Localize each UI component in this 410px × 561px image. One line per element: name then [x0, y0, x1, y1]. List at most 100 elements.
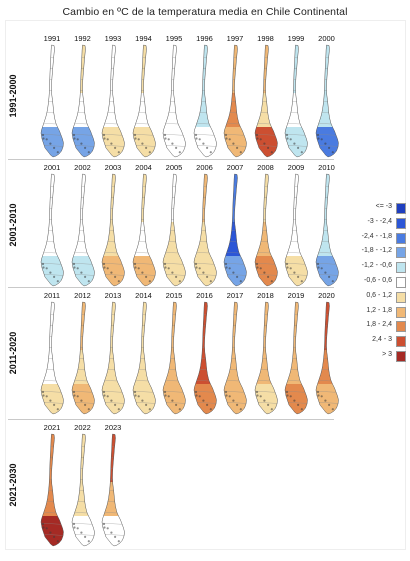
region-north: [315, 45, 338, 93]
region-north: [163, 174, 186, 222]
fjord-mark: [232, 399, 235, 402]
fjord-mark: [259, 138, 262, 141]
fjord-mark: [205, 146, 208, 149]
fjord-mark: [300, 408, 303, 411]
fjord-mark: [316, 137, 320, 140]
country-outline: [254, 173, 278, 287]
country-outline: [132, 301, 156, 415]
fjord-mark: [331, 151, 334, 154]
country-outline: [193, 173, 217, 287]
comuna-boundary: [102, 218, 125, 221]
fjord-mark: [137, 267, 140, 270]
fjord-mark: [205, 275, 208, 278]
fjord-mark: [163, 262, 167, 266]
fjord-mark: [133, 262, 136, 266]
comuna-boundary: [163, 89, 186, 92]
region-north: [193, 45, 216, 93]
fjord-mark: [323, 399, 326, 402]
comuna-boundary: [102, 89, 125, 92]
comuna-boundary: [132, 133, 155, 136]
fjord-mark: [79, 142, 82, 145]
country-outline: [101, 301, 125, 415]
fjord-mark: [42, 526, 45, 529]
region-north: [315, 302, 338, 350]
fjord-mark: [327, 146, 330, 149]
comuna-boundary: [102, 346, 125, 349]
year-label: 2010: [318, 163, 335, 172]
comuna-boundary: [254, 89, 277, 92]
fjord-mark: [286, 137, 289, 140]
fjord-mark: [167, 395, 170, 398]
fjord-mark: [262, 142, 265, 145]
fjord-mark: [117, 151, 120, 154]
fjord-mark: [255, 394, 259, 397]
fjord-mark: [171, 271, 174, 274]
fjord-mark: [316, 266, 320, 269]
legend-label: > 3: [382, 351, 392, 358]
year-label: 2005: [165, 163, 183, 172]
comuna-boundary: [71, 478, 94, 481]
country-outline: [254, 301, 278, 415]
year-label: 2014: [135, 291, 152, 300]
comuna-boundary: [71, 346, 94, 349]
fjord-mark: [103, 266, 106, 269]
year-label: 1993: [104, 34, 122, 43]
fjord-mark: [106, 395, 109, 398]
region-north: [102, 174, 125, 222]
chile-map-2009: [284, 173, 308, 287]
year-label: 2006: [196, 163, 213, 172]
fjord-mark: [133, 137, 137, 140]
comuna-boundary: [315, 390, 338, 393]
fjord-mark: [72, 522, 75, 526]
year-label: 2021: [43, 423, 61, 432]
fjord-mark: [148, 151, 151, 154]
year-label: 2019: [287, 291, 305, 300]
fjord-mark: [255, 266, 259, 269]
country-outline: [193, 301, 217, 415]
comuna-boundary: [71, 262, 94, 265]
fjord-mark: [53, 535, 56, 538]
decade-separator: [8, 159, 334, 160]
fjord-mark: [45, 527, 48, 530]
region-north: [254, 302, 277, 350]
fjord-mark: [53, 403, 56, 406]
country-outline: [162, 301, 186, 415]
fjord-mark: [225, 266, 228, 269]
region-north: [41, 45, 64, 93]
fjord-mark: [236, 403, 239, 406]
fjord-mark: [175, 146, 178, 149]
fjord-mark: [114, 403, 117, 406]
year-label: 2020: [318, 291, 335, 300]
comuna-boundary: [193, 89, 216, 92]
country-outline: [223, 173, 247, 287]
fjord-mark: [228, 267, 231, 270]
fjord-mark: [300, 151, 303, 154]
country-outline: [101, 44, 125, 158]
fjord-mark: [259, 395, 262, 398]
comuna-boundary: [102, 522, 125, 525]
comuna-boundary: [71, 390, 94, 393]
comuna-boundary: [71, 133, 94, 136]
region-north: [41, 174, 64, 222]
country-outline: [71, 301, 95, 415]
fjord-mark: [140, 271, 143, 274]
comuna-boundary: [193, 346, 216, 349]
fjord-mark: [76, 527, 79, 530]
fjord-mark: [49, 399, 52, 402]
chile-map-1993: [101, 44, 125, 158]
fjord-mark: [285, 133, 289, 137]
comuna-boundary: [224, 218, 247, 221]
comuna-boundary: [41, 218, 64, 221]
fjord-mark: [286, 266, 289, 269]
year-label: 2007: [226, 163, 244, 172]
fjord-mark: [293, 142, 296, 145]
fjord-mark: [41, 522, 45, 526]
fjord-mark: [144, 146, 147, 149]
fjord-mark: [72, 394, 76, 397]
comuna-boundary: [41, 346, 64, 349]
fjord-mark: [45, 138, 48, 141]
comuna-boundary: [132, 89, 155, 92]
comuna-boundary: [193, 218, 216, 221]
fjord-mark: [228, 395, 231, 398]
comuna-boundary: [285, 133, 308, 136]
